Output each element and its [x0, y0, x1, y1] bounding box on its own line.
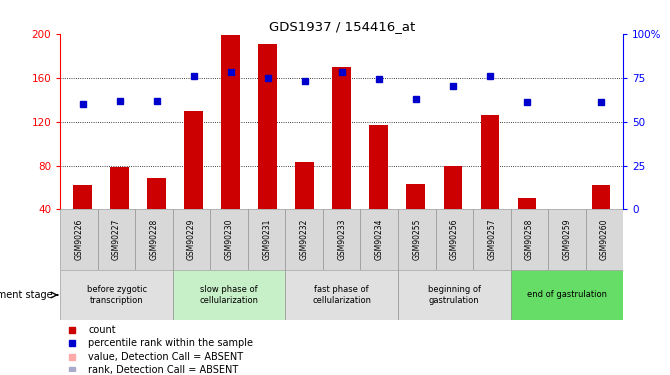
Text: GSM90233: GSM90233	[337, 219, 346, 260]
Bar	[473, 209, 511, 270]
Bar	[332, 67, 351, 209]
Bar	[221, 35, 240, 209]
Text: GSM90256: GSM90256	[450, 219, 459, 260]
Text: GSM90260: GSM90260	[600, 219, 609, 260]
Bar	[592, 185, 610, 209]
Bar	[436, 209, 473, 270]
Bar	[173, 270, 285, 320]
Text: end of gastrulation: end of gastrulation	[527, 291, 607, 300]
Bar	[369, 125, 388, 209]
Bar	[548, 209, 586, 270]
Text: count: count	[88, 324, 116, 334]
Bar	[147, 178, 166, 209]
Text: GSM90258: GSM90258	[525, 219, 534, 260]
Title: GDS1937 / 154416_at: GDS1937 / 154416_at	[269, 20, 415, 33]
Bar	[210, 209, 248, 270]
Bar	[555, 209, 573, 250]
Text: value, Detection Call = ABSENT: value, Detection Call = ABSENT	[88, 352, 244, 362]
Text: GSM90231: GSM90231	[262, 219, 271, 260]
Bar	[480, 115, 499, 209]
Bar	[73, 185, 92, 209]
Text: GSM90259: GSM90259	[562, 219, 572, 260]
Bar	[135, 209, 173, 270]
Bar	[285, 270, 398, 320]
Text: before zygotic
transcription: before zygotic transcription	[86, 285, 147, 304]
Bar	[285, 209, 323, 270]
Bar	[323, 209, 360, 270]
Text: rank, Detection Call = ABSENT: rank, Detection Call = ABSENT	[88, 365, 239, 375]
Text: GSM90234: GSM90234	[375, 219, 384, 260]
Text: GSM90255: GSM90255	[412, 219, 421, 260]
Bar	[60, 209, 98, 270]
Bar	[184, 111, 203, 209]
Bar	[295, 162, 314, 209]
Text: development stage: development stage	[0, 290, 53, 300]
Text: GSM90226: GSM90226	[74, 219, 84, 260]
Bar	[407, 184, 425, 209]
Bar	[173, 209, 210, 270]
Bar	[511, 209, 548, 270]
Text: GSM90257: GSM90257	[487, 219, 496, 260]
Text: GSM90232: GSM90232	[299, 219, 309, 260]
Bar	[586, 209, 623, 270]
Text: GSM90227: GSM90227	[112, 219, 121, 260]
Text: GSM90230: GSM90230	[224, 219, 234, 260]
Bar	[60, 270, 173, 320]
Bar	[444, 165, 462, 209]
Text: GSM90229: GSM90229	[187, 219, 196, 260]
Text: beginning of
gastrulation: beginning of gastrulation	[427, 285, 481, 304]
Bar	[248, 209, 285, 270]
Text: GSM90228: GSM90228	[149, 219, 159, 260]
Bar	[398, 209, 436, 270]
Text: fast phase of
cellularization: fast phase of cellularization	[312, 285, 371, 304]
Bar	[98, 209, 135, 270]
Bar	[259, 44, 277, 209]
Bar	[111, 166, 129, 209]
Text: slow phase of
cellularization: slow phase of cellularization	[200, 285, 259, 304]
Bar	[511, 270, 623, 320]
Bar	[518, 198, 536, 209]
Bar	[398, 270, 511, 320]
Text: percentile rank within the sample: percentile rank within the sample	[88, 338, 253, 348]
Bar	[360, 209, 398, 270]
